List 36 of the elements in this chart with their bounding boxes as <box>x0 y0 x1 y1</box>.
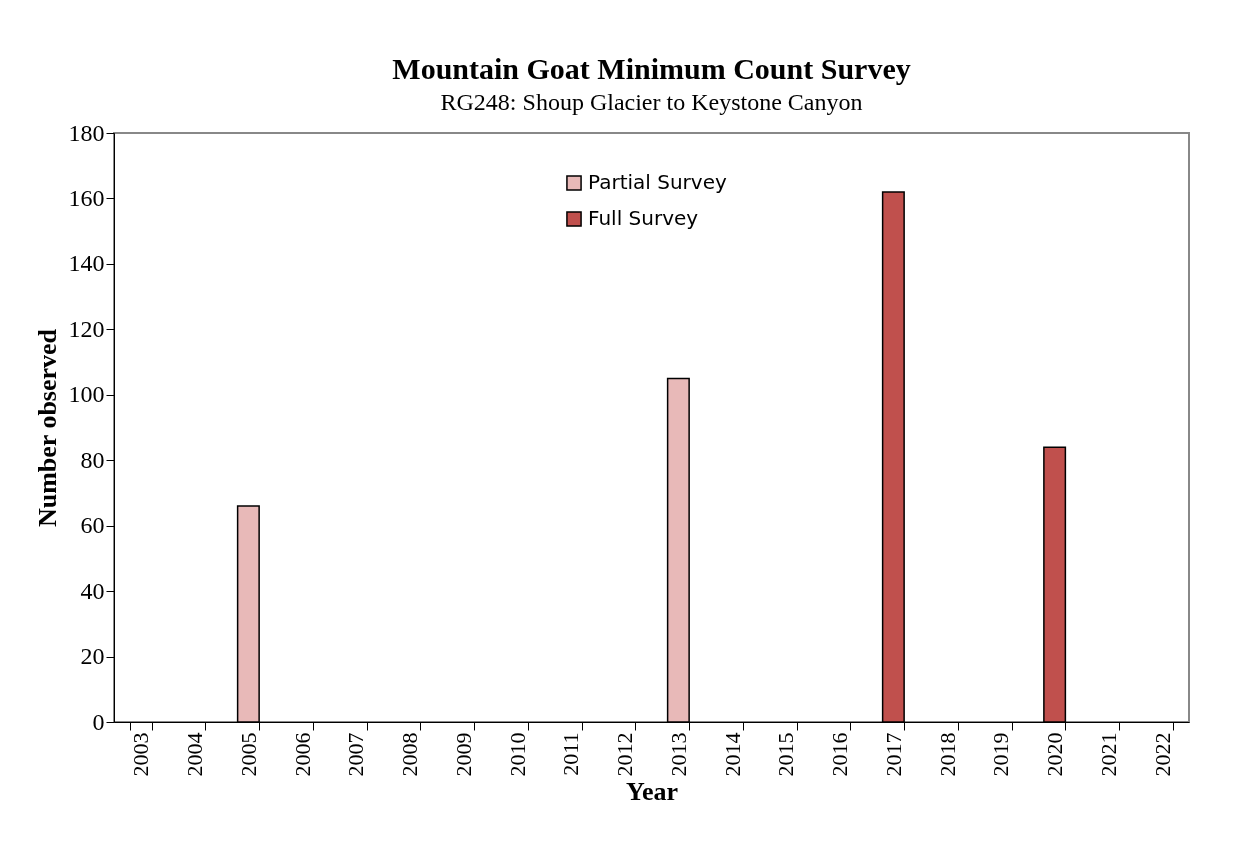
y-tick-label: 40 <box>80 577 105 604</box>
y-tick-label: 180 <box>68 119 105 146</box>
legend-label: Partial Survey <box>588 170 727 194</box>
chart-title: Mountain Goat Minimum Count Survey <box>392 52 911 85</box>
x-tick-label: 2003 <box>128 732 154 777</box>
x-tick-label: 2015 <box>773 732 799 777</box>
y-tick-label: 160 <box>68 184 105 211</box>
chart-subtitle: RG248: Shoup Glacier to Keystone Canyon <box>440 89 863 115</box>
y-tick-label: 0 <box>92 708 105 735</box>
y-tick-label: 100 <box>68 381 105 408</box>
x-tick-label: 2010 <box>504 732 530 777</box>
x-tick-label: 2011 <box>558 732 584 776</box>
x-tick-label: 2021 <box>1095 732 1121 777</box>
x-tick-label: 2008 <box>397 732 423 777</box>
x-tick-label: 2012 <box>612 732 638 777</box>
y-tick-label: 120 <box>68 315 105 342</box>
y-tick-label: 20 <box>80 643 105 670</box>
x-tick-label: 2020 <box>1042 732 1068 777</box>
x-axis-title: Year <box>626 776 678 806</box>
x-tick-label: 2016 <box>827 732 853 777</box>
x-tick-label: 2005 <box>235 732 261 777</box>
x-tick-label: 2017 <box>880 732 906 777</box>
x-tick-label: 2014 <box>719 732 745 777</box>
x-tick-label: 2009 <box>450 732 476 777</box>
x-tick-label: 2018 <box>934 732 960 777</box>
x-tick-label: 2006 <box>289 732 315 777</box>
y-axis-title: Number observed <box>32 328 62 528</box>
x-tick-label: 2022 <box>1149 732 1175 777</box>
y-tick-label: 60 <box>80 512 105 539</box>
y-tick-label: 140 <box>68 250 105 277</box>
x-tick-label: 2019 <box>988 732 1014 777</box>
y-tick-label: 80 <box>80 446 105 473</box>
x-tick-label: 2007 <box>343 732 369 777</box>
legend-label: Full Survey <box>588 206 699 230</box>
x-tick-label: 2004 <box>182 732 208 777</box>
x-tick-label: 2013 <box>665 732 691 777</box>
